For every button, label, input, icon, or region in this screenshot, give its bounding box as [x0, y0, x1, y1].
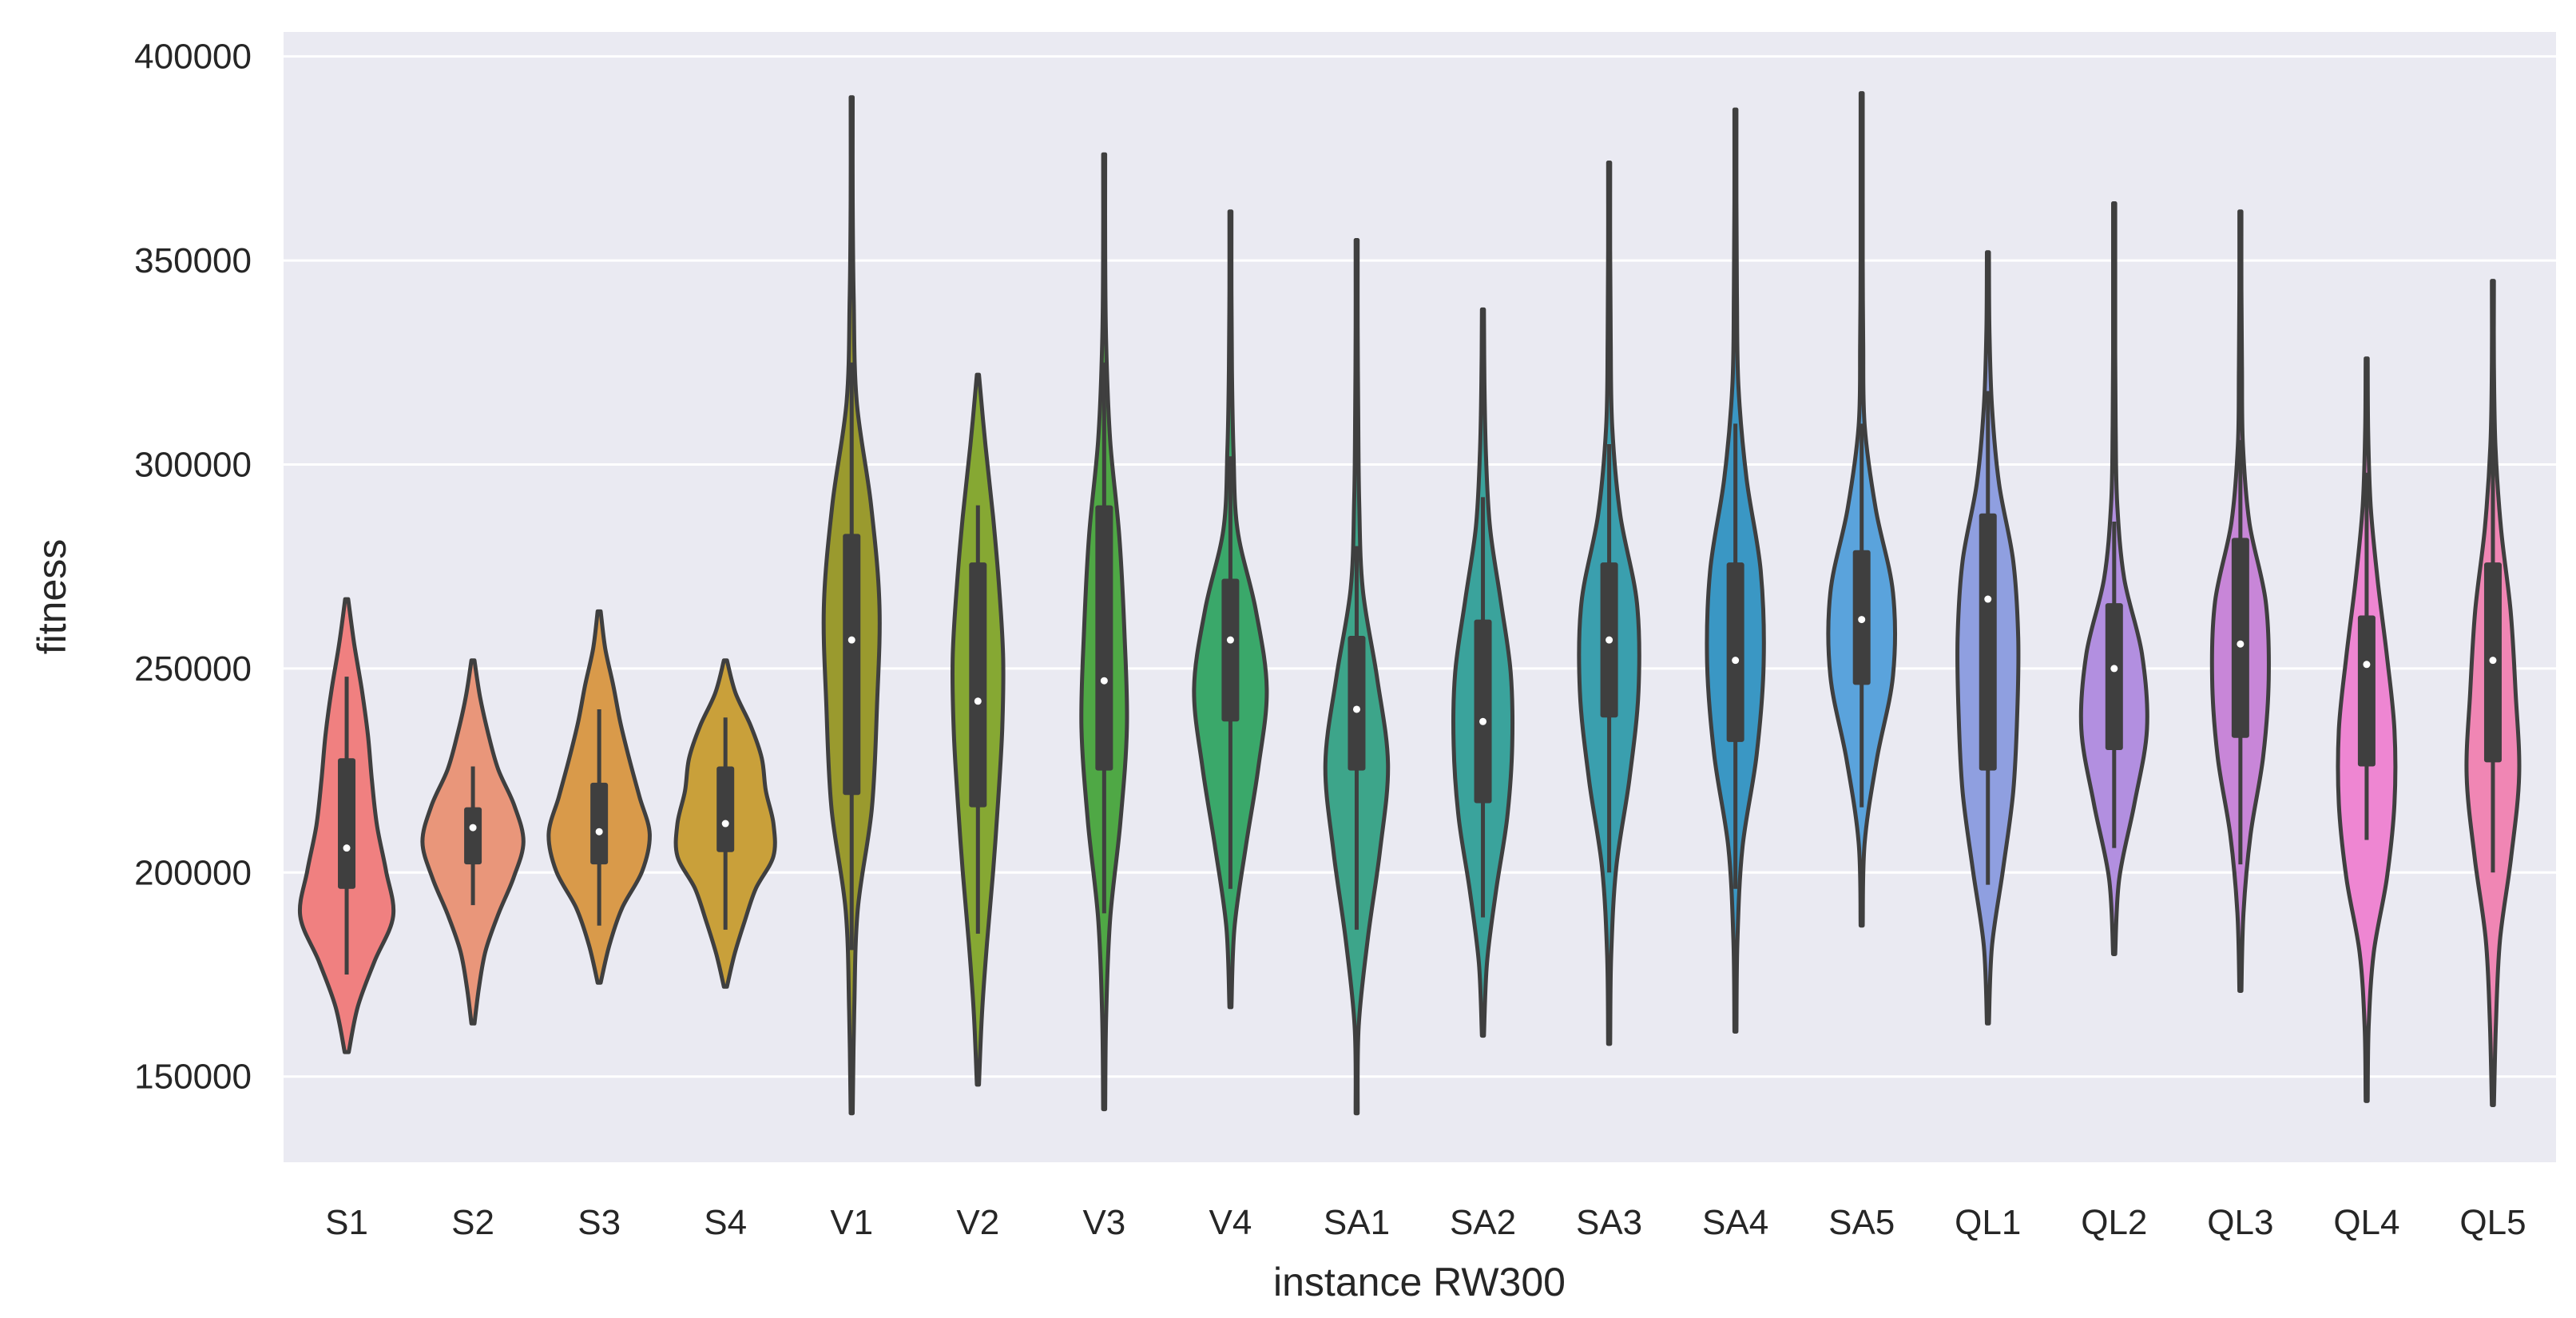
violin-sa3	[1577, 161, 1641, 1046]
iqr-box	[1095, 505, 1113, 771]
violin-sa5	[1826, 91, 1898, 928]
violin-s3	[546, 609, 652, 985]
x-tick-label: S1	[325, 1203, 368, 1242]
median-point	[2489, 657, 2497, 665]
iqr-box	[1474, 619, 1492, 804]
violin-ql2	[2078, 201, 2149, 956]
median-point	[1858, 616, 1866, 624]
median-point	[2363, 661, 2371, 669]
iqr-box	[1221, 578, 1240, 722]
iqr-box	[2105, 603, 2123, 751]
x-tick-label: SA5	[1828, 1203, 1895, 1242]
median-point	[1984, 595, 1992, 603]
median-point	[1606, 636, 1613, 644]
violin-v4	[1192, 209, 1269, 1010]
y-tick-label: 300000	[134, 445, 252, 484]
median-point	[1100, 677, 1108, 685]
x-tick-label: QL2	[2081, 1203, 2147, 1242]
iqr-box	[1348, 636, 1366, 771]
violin-ql4	[2336, 356, 2398, 1103]
median-point	[847, 636, 855, 644]
iqr-box	[2357, 615, 2376, 767]
violin-sa1	[1323, 238, 1391, 1116]
x-tick-label: QL5	[2459, 1203, 2526, 1242]
violins	[297, 91, 2522, 1116]
y-axis-ticks: 150000 200000 250000 300000 350000 400000	[134, 38, 252, 1097]
iqr-box	[464, 807, 482, 865]
x-tick-label: V2	[956, 1203, 999, 1242]
x-tick-label: SA1	[1324, 1203, 1390, 1242]
median-point	[1479, 717, 1487, 725]
plot-background	[284, 32, 2556, 1162]
y-tick-label: 200000	[134, 853, 252, 892]
y-tick-label: 350000	[134, 241, 252, 280]
x-tick-label: S4	[704, 1203, 747, 1242]
y-tick-label: 400000	[134, 38, 252, 77]
x-tick-label: SA2	[1450, 1203, 1516, 1242]
median-point	[1732, 657, 1740, 665]
violin-ql5	[2464, 279, 2522, 1107]
y-tick-label: 150000	[134, 1058, 252, 1097]
iqr-box	[338, 758, 356, 889]
y-tick-label: 250000	[134, 649, 252, 689]
median-point	[974, 697, 982, 705]
grid-lines	[284, 55, 2556, 1078]
x-axis-ticks: S1 S2 S3 S4 V1 V2 V3 V4 SA1 SA2 SA3 SA4 SA5 QL1 QL2 QL3…	[325, 1203, 2526, 1242]
median-point	[1352, 705, 1360, 713]
x-tick-label: S2	[451, 1203, 494, 1242]
iqr-box	[969, 562, 987, 808]
violin-v2	[950, 372, 1006, 1087]
median-point	[469, 824, 477, 832]
iqr-box	[843, 534, 861, 796]
iqr-box	[2231, 538, 2249, 738]
median-point	[721, 820, 729, 828]
iqr-box	[716, 766, 735, 852]
x-tick-label: V4	[1209, 1203, 1252, 1242]
iqr-box	[590, 782, 609, 865]
median-point	[595, 828, 603, 836]
violin-sa4	[1705, 107, 1766, 1034]
x-tick-label: V3	[1082, 1203, 1125, 1242]
violin-s2	[420, 658, 526, 1026]
violin-sa2	[1451, 307, 1515, 1038]
x-axis-label: instance RW300	[1273, 1260, 1566, 1304]
x-tick-label: SA4	[1702, 1203, 1768, 1242]
median-point	[2237, 640, 2245, 648]
iqr-box	[1726, 562, 1744, 742]
x-tick-label: SA3	[1576, 1203, 1642, 1242]
violin-s4	[673, 658, 777, 989]
y-axis-label: fitness	[30, 539, 74, 655]
violin-ql3	[2209, 209, 2271, 993]
iqr-box	[1979, 513, 1997, 771]
violin-s1	[297, 597, 396, 1054]
x-tick-label: QL3	[2207, 1203, 2273, 1242]
x-tick-label: QL1	[1955, 1203, 2021, 1242]
x-tick-label: S3	[578, 1203, 621, 1242]
median-point	[343, 844, 351, 852]
violin-v3	[1079, 152, 1129, 1112]
x-tick-label: V1	[830, 1203, 873, 1242]
x-tick-label: QL4	[2333, 1203, 2399, 1242]
violin-v1	[821, 95, 882, 1116]
violin-ql1	[1955, 250, 2021, 1026]
median-point	[2110, 665, 2118, 673]
median-point	[1226, 636, 1234, 644]
